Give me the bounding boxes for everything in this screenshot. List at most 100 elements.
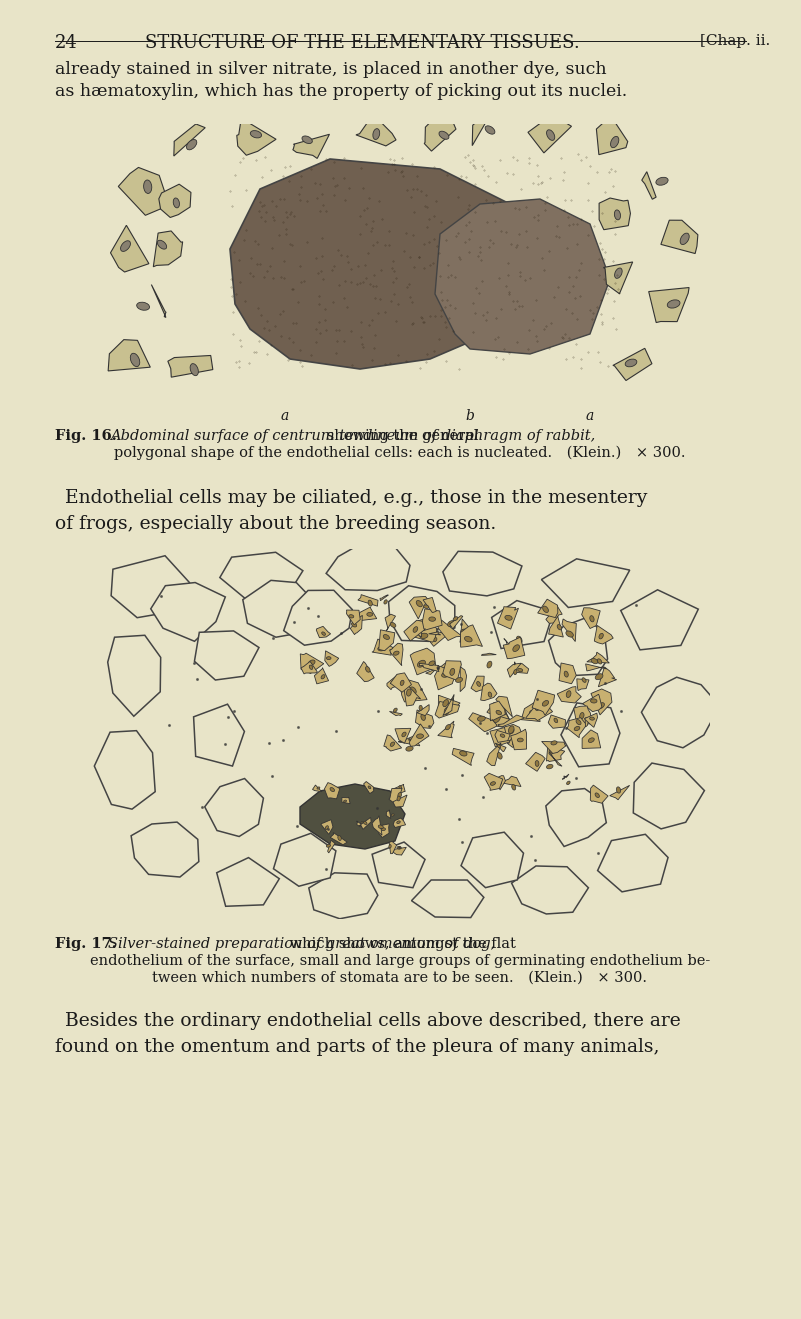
Polygon shape: [490, 727, 511, 747]
Polygon shape: [324, 782, 340, 799]
Polygon shape: [438, 695, 460, 714]
Polygon shape: [398, 736, 420, 745]
Polygon shape: [411, 625, 421, 637]
Polygon shape: [492, 600, 553, 649]
Ellipse shape: [413, 694, 416, 699]
Text: a: a: [586, 409, 594, 423]
Ellipse shape: [444, 673, 450, 678]
Polygon shape: [513, 663, 529, 674]
Polygon shape: [452, 748, 474, 765]
Polygon shape: [417, 704, 429, 716]
Ellipse shape: [399, 786, 402, 789]
Polygon shape: [380, 595, 388, 600]
Ellipse shape: [344, 801, 347, 802]
Polygon shape: [599, 198, 630, 230]
Polygon shape: [642, 677, 719, 748]
Ellipse shape: [330, 787, 335, 791]
Polygon shape: [372, 815, 382, 835]
Polygon shape: [342, 797, 350, 803]
Polygon shape: [545, 605, 562, 624]
Polygon shape: [111, 555, 190, 617]
Polygon shape: [372, 638, 393, 656]
Polygon shape: [151, 583, 225, 641]
Ellipse shape: [419, 706, 422, 711]
Polygon shape: [413, 619, 437, 642]
Ellipse shape: [393, 652, 399, 656]
Ellipse shape: [497, 753, 502, 760]
Ellipse shape: [580, 712, 584, 719]
Ellipse shape: [424, 658, 431, 665]
Text: Endothelial cells may be ciliated, e.g., those in the mesentery: Endothelial cells may be ciliated, e.g.,…: [65, 489, 647, 506]
Polygon shape: [388, 586, 455, 641]
Ellipse shape: [509, 728, 514, 733]
Ellipse shape: [595, 793, 599, 798]
Polygon shape: [587, 652, 610, 663]
Ellipse shape: [617, 787, 621, 793]
Ellipse shape: [512, 785, 516, 790]
Polygon shape: [577, 679, 589, 691]
Text: STRUCTURE OF THE ELEMENTARY TISSUES.: STRUCTURE OF THE ELEMENTARY TISSUES.: [145, 34, 580, 51]
Polygon shape: [409, 596, 428, 619]
Ellipse shape: [393, 681, 398, 683]
Polygon shape: [481, 653, 497, 656]
Polygon shape: [312, 785, 322, 791]
Ellipse shape: [322, 632, 325, 636]
Polygon shape: [357, 607, 376, 621]
Ellipse shape: [157, 240, 167, 249]
Text: b: b: [465, 409, 474, 423]
Polygon shape: [131, 822, 199, 877]
Text: as hæmatoxylin, which has the property of picking out its nuclei.: as hæmatoxylin, which has the property o…: [55, 83, 627, 100]
Ellipse shape: [173, 198, 179, 208]
Polygon shape: [582, 608, 600, 628]
Ellipse shape: [574, 727, 580, 731]
Polygon shape: [273, 834, 336, 886]
Ellipse shape: [120, 241, 131, 252]
Polygon shape: [328, 840, 335, 853]
Ellipse shape: [190, 364, 199, 376]
Polygon shape: [489, 776, 505, 790]
Polygon shape: [546, 747, 565, 761]
Polygon shape: [537, 599, 557, 617]
Polygon shape: [594, 625, 614, 644]
Ellipse shape: [378, 824, 384, 828]
Ellipse shape: [513, 741, 516, 745]
Polygon shape: [541, 741, 566, 753]
Ellipse shape: [302, 136, 312, 144]
Ellipse shape: [338, 835, 341, 840]
Polygon shape: [434, 666, 457, 690]
Ellipse shape: [137, 302, 150, 310]
Ellipse shape: [317, 787, 320, 789]
Ellipse shape: [309, 665, 312, 670]
Polygon shape: [505, 724, 523, 741]
Text: tween which numbers of stomata are to be seen. (Klein.) × 300.: tween which numbers of stomata are to be…: [152, 971, 647, 985]
Polygon shape: [386, 810, 391, 819]
Polygon shape: [151, 285, 166, 318]
Polygon shape: [300, 653, 324, 674]
Ellipse shape: [490, 782, 496, 785]
Ellipse shape: [327, 657, 331, 660]
Polygon shape: [460, 666, 467, 691]
Ellipse shape: [417, 733, 424, 739]
Polygon shape: [562, 774, 569, 780]
Ellipse shape: [517, 669, 523, 671]
Polygon shape: [389, 789, 402, 805]
Polygon shape: [356, 115, 396, 146]
Ellipse shape: [308, 660, 315, 665]
Polygon shape: [582, 729, 601, 748]
Ellipse shape: [368, 786, 371, 789]
Polygon shape: [532, 690, 554, 715]
Polygon shape: [597, 116, 628, 154]
Polygon shape: [495, 743, 506, 752]
Polygon shape: [217, 857, 280, 906]
Polygon shape: [195, 630, 259, 681]
Polygon shape: [359, 818, 371, 830]
Ellipse shape: [444, 707, 449, 715]
Ellipse shape: [582, 678, 586, 682]
Polygon shape: [566, 718, 586, 737]
Polygon shape: [471, 677, 485, 691]
Ellipse shape: [461, 629, 468, 633]
Polygon shape: [541, 559, 630, 608]
Ellipse shape: [497, 745, 501, 748]
Polygon shape: [435, 199, 610, 353]
Ellipse shape: [251, 131, 262, 138]
